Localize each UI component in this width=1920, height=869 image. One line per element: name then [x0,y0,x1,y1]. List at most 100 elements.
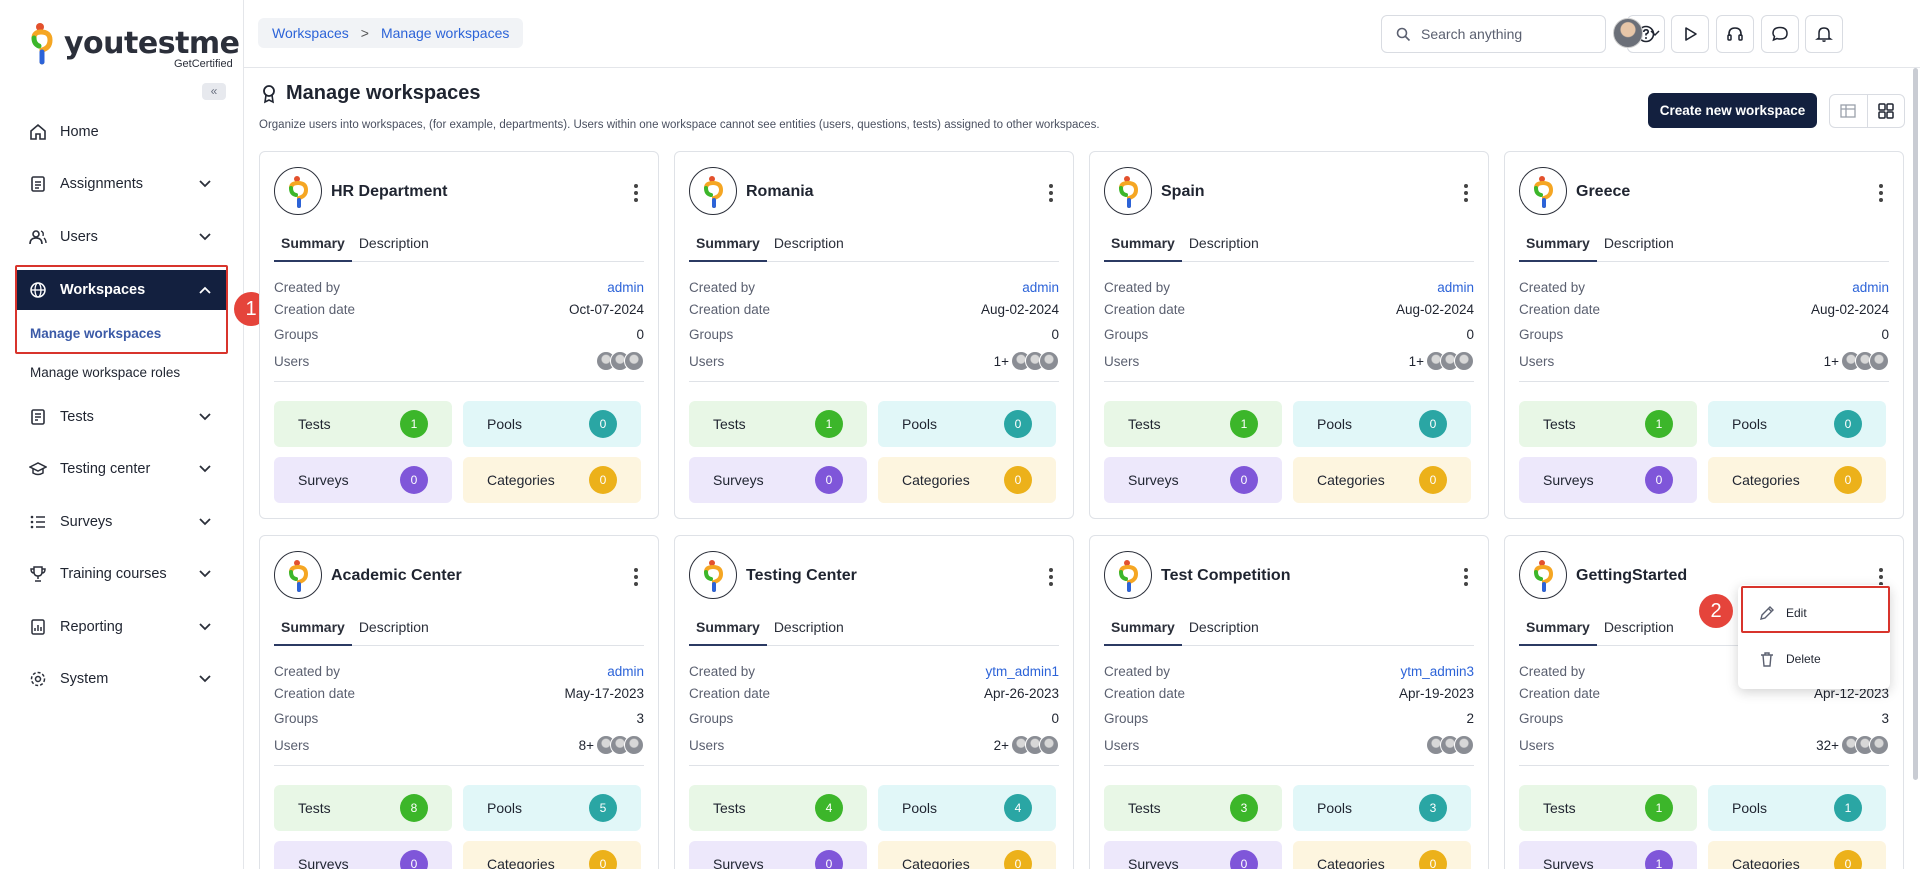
grid-view-button[interactable] [1866,95,1905,127]
workspace-card[interactable]: Testing Center Summary Description Created … [674,535,1074,869]
more-options-icon[interactable] [1464,184,1468,205]
workspace-card[interactable]: Spain Summary Description Created by admin Cr… [1089,151,1489,519]
pools-stat[interactable]: Pools 0 [463,401,641,447]
tab-description[interactable]: Description [773,235,844,251]
surveys-stat[interactable]: Surveys 0 [689,457,867,503]
tests-stat[interactable]: Tests 1 [274,401,452,447]
sidebar-item-training-courses[interactable]: Training courses [16,556,228,592]
sidebar-subitem-manage-workspace-roles[interactable]: Manage workspace roles [30,365,181,380]
tab-description[interactable]: Description [358,619,429,635]
workspace-card[interactable]: Greece Summary Description Created by admin C… [1504,151,1904,519]
categories-stat[interactable]: Categories 0 [1293,457,1471,503]
pools-stat[interactable]: Pools 0 [1708,401,1886,447]
more-options-icon[interactable] [1049,568,1053,589]
sidebar-subitem-manage-workspaces[interactable]: Manage workspaces [30,326,162,341]
tests-stat[interactable]: Tests 3 [1104,785,1282,831]
tab-summary[interactable]: Summary [1104,232,1182,262]
tab-description[interactable]: Description [1188,619,1259,635]
more-options-icon[interactable] [1049,184,1053,205]
chat-button[interactable] [1761,15,1799,53]
tab-summary[interactable]: Summary [689,616,767,646]
breadcrumb-workspaces[interactable]: Workspaces [272,25,349,41]
surveys-stat[interactable]: Surveys 1 [1519,841,1697,869]
tests-stat[interactable]: Tests 8 [274,785,452,831]
sidebar-item-system[interactable]: System [16,661,228,697]
created-by-value[interactable]: ytm_admin1 [985,663,1059,679]
surveys-stat[interactable]: Surveys 0 [689,841,867,869]
more-options-icon[interactable] [634,568,638,589]
users-avatars[interactable]: 1+ [1409,351,1474,371]
workspace-card[interactable]: Romania Summary Description Created by admin… [674,151,1074,519]
sidebar-item-testing-center[interactable]: Testing center [16,451,228,487]
scrollbar[interactable] [1913,68,1918,780]
tab-description[interactable]: Description [1603,235,1674,251]
pools-stat[interactable]: Pools 4 [878,785,1056,831]
tab-summary[interactable]: Summary [689,232,767,262]
more-options-icon[interactable] [1879,568,1883,589]
surveys-stat[interactable]: Surveys 0 [274,841,452,869]
categories-stat[interactable]: Categories 0 [463,457,641,503]
sidebar-item-assignments[interactable]: Assignments [16,166,228,202]
categories-stat[interactable]: Categories 0 [878,457,1056,503]
tests-stat[interactable]: Tests 1 [689,401,867,447]
created-by-value[interactable]: admin [1852,279,1889,295]
more-options-icon[interactable] [1464,568,1468,589]
tab-description[interactable]: Description [1603,619,1674,635]
pools-stat[interactable]: Pools 3 [1293,785,1471,831]
created-by-value[interactable]: admin [1022,279,1059,295]
user-avatar[interactable] [1613,18,1643,48]
users-avatars[interactable]: 1+ [994,351,1059,371]
sidebar-item-tests[interactable]: Tests [16,399,228,435]
delete-menu-item[interactable]: Delete [1738,639,1890,679]
search-input[interactable]: Search anything [1381,15,1606,53]
tab-summary[interactable]: Summary [274,232,352,262]
categories-stat[interactable]: Categories 0 [878,841,1056,869]
more-options-icon[interactable] [1879,184,1883,205]
support-button[interactable] [1716,15,1754,53]
sidebar-item-users[interactable]: Users [16,219,228,255]
pools-stat[interactable]: Pools 1 [1708,785,1886,831]
categories-stat[interactable]: Categories 0 [1293,841,1471,869]
pools-stat[interactable]: Pools 0 [878,401,1056,447]
users-avatars[interactable] [1424,735,1474,755]
surveys-stat[interactable]: Surveys 0 [1104,841,1282,869]
surveys-stat[interactable]: Surveys 0 [274,457,452,503]
workspace-card[interactable]: Academic Center Summary Description Created… [259,535,659,869]
workspace-card[interactable]: HR Department Summary Description Created b… [259,151,659,519]
brand-logo[interactable]: youtestme GetCertified [30,22,240,72]
surveys-stat[interactable]: Surveys 0 [1519,457,1697,503]
tests-stat[interactable]: Tests 4 [689,785,867,831]
sidebar-item-workspaces[interactable]: Workspaces [16,270,228,310]
tests-stat[interactable]: Tests 1 [1104,401,1282,447]
created-by-value[interactable]: admin [1437,279,1474,295]
users-avatars[interactable]: 32+ [1816,735,1889,755]
categories-stat[interactable]: Categories 0 [1708,841,1886,869]
created-by-value[interactable]: admin [607,279,644,295]
sidebar-item-reporting[interactable]: Reporting [16,609,228,645]
tests-stat[interactable]: Tests 1 [1519,401,1697,447]
tab-summary[interactable]: Summary [1104,616,1182,646]
more-options-icon[interactable] [634,184,638,205]
categories-stat[interactable]: Categories 0 [463,841,641,869]
tab-summary[interactable]: Summary [274,616,352,646]
tab-summary[interactable]: Summary [1519,616,1597,646]
breadcrumb-manage-workspaces[interactable]: Manage workspaces [380,25,510,41]
users-avatars[interactable]: 8+ [579,735,644,755]
tab-description[interactable]: Description [358,235,429,251]
play-button[interactable] [1671,15,1709,53]
collapse-sidebar-button[interactable]: « [202,83,226,100]
pools-stat[interactable]: Pools 5 [463,785,641,831]
created-by-value[interactable]: admin [607,663,644,679]
sidebar-item-home[interactable]: Home [16,114,228,150]
surveys-stat[interactable]: Surveys 0 [1104,457,1282,503]
tab-description[interactable]: Description [1188,235,1259,251]
categories-stat[interactable]: Categories 0 [1708,457,1886,503]
users-avatars[interactable] [594,351,644,371]
users-avatars[interactable]: 1+ [1824,351,1889,371]
tab-summary[interactable]: Summary [1519,232,1597,262]
pools-stat[interactable]: Pools 0 [1293,401,1471,447]
notifications-button[interactable] [1805,15,1843,53]
users-avatars[interactable]: 2+ [994,735,1059,755]
table-view-button[interactable] [1830,95,1867,127]
workspace-card[interactable]: Test Competition Summary Description Create… [1089,535,1489,869]
